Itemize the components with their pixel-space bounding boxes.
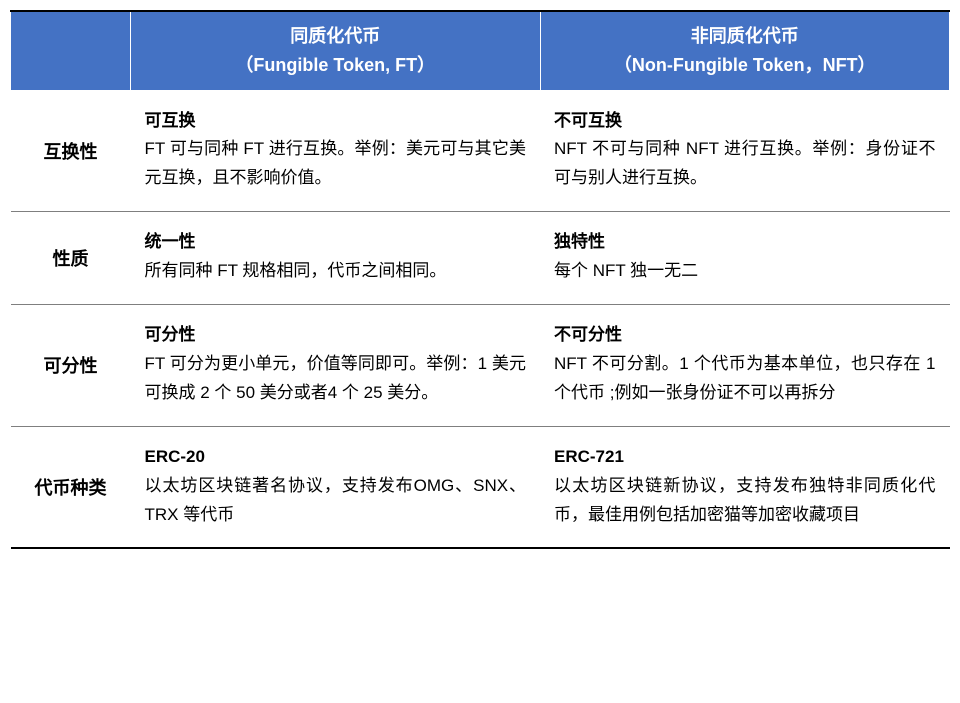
header-nft-line2: （Non-Fungible Token，NFT） bbox=[614, 55, 876, 75]
table-row: 性质 统一性 所有同种 FT 规格相同，代币之间相同。 独特性 每个 NFT 独… bbox=[11, 212, 950, 305]
cell-title: ERC-721 bbox=[554, 443, 936, 472]
cell-desc: 以太坊区块链著名协议，支持发布OMG、SNX、TRX 等代币 bbox=[145, 472, 527, 530]
cell-ft: 统一性 所有同种 FT 规格相同，代币之间相同。 bbox=[131, 212, 541, 305]
cell-nft: 不可互换 NFT 不可与同种 NFT 进行互换。举例：身份证不可与别人进行互换。 bbox=[540, 90, 950, 212]
cell-desc: NFT 不可与同种 NFT 进行互换。举例：身份证不可与别人进行互换。 bbox=[554, 135, 936, 193]
row-label: 互换性 bbox=[11, 90, 131, 212]
cell-title: 可分性 bbox=[145, 321, 527, 350]
header-ft: 同质化代币 （Fungible Token, FT） bbox=[131, 11, 541, 90]
header-nft: 非同质化代币 （Non-Fungible Token，NFT） bbox=[540, 11, 950, 90]
cell-title: 可互换 bbox=[145, 107, 527, 136]
row-label: 可分性 bbox=[11, 305, 131, 427]
row-label: 代币种类 bbox=[11, 426, 131, 548]
cell-ft: 可互换 FT 可与同种 FT 进行互换。举例：美元可与其它美元互换，且不影响价值… bbox=[131, 90, 541, 212]
cell-desc: 每个 NFT 独一无二 bbox=[554, 257, 936, 286]
cell-title: 独特性 bbox=[554, 228, 936, 257]
table-row: 互换性 可互换 FT 可与同种 FT 进行互换。举例：美元可与其它美元互换，且不… bbox=[11, 90, 950, 212]
cell-nft: 独特性 每个 NFT 独一无二 bbox=[540, 212, 950, 305]
cell-title: ERC-20 bbox=[145, 443, 527, 472]
cell-desc: 以太坊区块链新协议，支持发布独特非同质化代币，最佳用例包括加密猫等加密收藏项目 bbox=[554, 472, 936, 530]
header-ft-line1: 同质化代币 bbox=[290, 26, 380, 46]
header-nft-line1: 非同质化代币 bbox=[691, 26, 799, 46]
cell-desc: FT 可与同种 FT 进行互换。举例：美元可与其它美元互换，且不影响价值。 bbox=[145, 135, 527, 193]
cell-title: 统一性 bbox=[145, 228, 527, 257]
table-row: 代币种类 ERC-20 以太坊区块链著名协议，支持发布OMG、SNX、TRX 等… bbox=[11, 426, 950, 548]
header-ft-line2: （Fungible Token, FT） bbox=[235, 55, 435, 75]
header-blank bbox=[11, 11, 131, 90]
cell-desc: 所有同种 FT 规格相同，代币之间相同。 bbox=[145, 257, 527, 286]
cell-desc: FT 可分为更小单元，价值等同即可。举例：1 美元可换成 2 个 50 美分或者… bbox=[145, 350, 527, 408]
cell-title: 不可互换 bbox=[554, 107, 936, 136]
table-row: 可分性 可分性 FT 可分为更小单元，价值等同即可。举例：1 美元可换成 2 个… bbox=[11, 305, 950, 427]
cell-ft: 可分性 FT 可分为更小单元，价值等同即可。举例：1 美元可换成 2 个 50 … bbox=[131, 305, 541, 427]
cell-nft: 不可分性 NFT 不可分割。1 个代币为基本单位，也只存在 1 个代币 ;例如一… bbox=[540, 305, 950, 427]
cell-ft: ERC-20 以太坊区块链著名协议，支持发布OMG、SNX、TRX 等代币 bbox=[131, 426, 541, 548]
header-row: 同质化代币 （Fungible Token, FT） 非同质化代币 （Non-F… bbox=[11, 11, 950, 90]
cell-desc: NFT 不可分割。1 个代币为基本单位，也只存在 1 个代币 ;例如一张身份证不… bbox=[554, 350, 936, 408]
row-label: 性质 bbox=[11, 212, 131, 305]
comparison-table: 同质化代币 （Fungible Token, FT） 非同质化代币 （Non-F… bbox=[10, 10, 950, 549]
cell-title: 不可分性 bbox=[554, 321, 936, 350]
cell-nft: ERC-721 以太坊区块链新协议，支持发布独特非同质化代币，最佳用例包括加密猫… bbox=[540, 426, 950, 548]
